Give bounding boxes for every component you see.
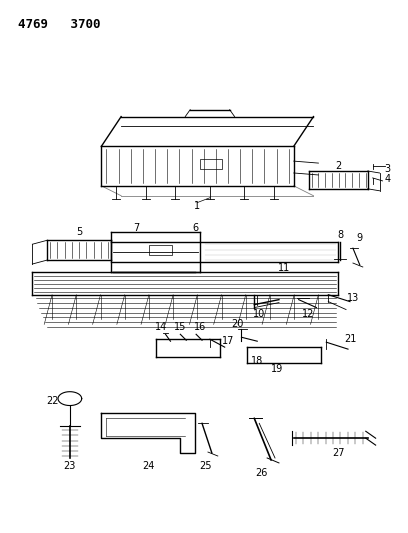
Text: 25: 25 [200,461,212,471]
Text: 13: 13 [347,293,359,303]
Text: 16: 16 [194,322,206,333]
Text: 27: 27 [332,448,344,458]
Text: 22: 22 [46,395,58,406]
Text: 3: 3 [384,164,390,174]
Bar [149,245,173,255]
Text: 1: 1 [194,200,200,211]
Text: 5: 5 [77,228,83,237]
Text: 20: 20 [231,319,244,329]
Text: 9: 9 [357,233,363,243]
Text: 6: 6 [192,223,198,233]
Text: 7: 7 [133,223,139,233]
Bar [200,159,222,169]
Text: 4769   3700: 4769 3700 [18,18,100,31]
Text: 15: 15 [174,322,186,333]
Text: 2: 2 [335,161,341,171]
Text: 12: 12 [302,310,315,319]
Text: 26: 26 [255,468,267,478]
Text: 18: 18 [251,356,264,366]
Text: 10: 10 [253,310,265,319]
Text: 14: 14 [155,322,167,333]
Text: 4: 4 [384,174,390,184]
Text: 23: 23 [64,461,76,471]
Text: 24: 24 [142,461,155,471]
Text: 11: 11 [278,263,290,273]
Text: 19: 19 [271,364,283,374]
Text: 8: 8 [337,230,343,240]
Text: 17: 17 [222,336,234,346]
Text: 21: 21 [344,334,356,344]
